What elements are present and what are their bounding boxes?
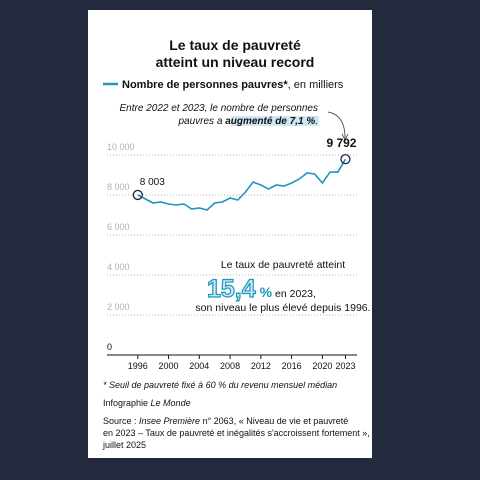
legend-entry: Nombre de personnes pauvres*, en millier… [122,79,344,91]
callout-text: 15,4% en 2023, [207,275,316,303]
y-tick-label: 2 000 [107,302,130,312]
highlight [231,116,319,126]
y-tick-label: 0 [107,342,112,352]
data-label: 8 003 [140,177,165,188]
source: Source : Insee Première n° 2063, « Nivea… [103,416,348,426]
card [88,10,372,458]
source: juillet 2025 [102,440,146,450]
y-tick-label: 4 000 [107,262,130,272]
title-line: atteint un niveau record [156,54,315,70]
data-label: 9 792 [326,136,356,150]
x-tick-label: 2012 [251,361,271,371]
title-line: Le taux de pauvreté [169,37,301,53]
annotation: Entre 2022 et 2023, le nombre de personn… [120,103,318,114]
y-tick-label: 6 000 [107,222,130,232]
credit: Infographie Le Monde [103,398,191,408]
annotation: pauvres a augmenté de 7,1 %. [177,116,318,127]
plot: 0 2 000 4 000 6 000 8 000 10 000 1996 2000 2004 2… [107,136,357,371]
arrow-head [341,133,349,141]
line [137,158,347,211]
x-tick-label: 2016 [282,361,302,371]
x-tick-label: 2000 [159,361,179,371]
x-tick-label: 1996 [128,361,148,371]
footnote: * Seuil de pauvreté fixé à 60 % du reven… [103,380,337,390]
x-tick-label: 2008 [220,361,240,371]
point-marker [132,189,143,201]
x-tick-label: 2020 [312,361,332,371]
source: en 2023 – Taux de pauvreté et inégalités… [103,428,370,438]
callout-text: son niveau le plus élevé depuis 1996. [195,302,370,314]
y-tick-label: 10 000 [107,142,135,152]
x-tick-label: 2023 [335,361,355,371]
y-tick-label: 8 000 [107,182,130,192]
callout-text: Le taux de pauvreté atteint [221,259,345,271]
x-tick-label: 2004 [189,361,209,371]
point-marker [340,154,351,165]
arrow [327,111,346,139]
